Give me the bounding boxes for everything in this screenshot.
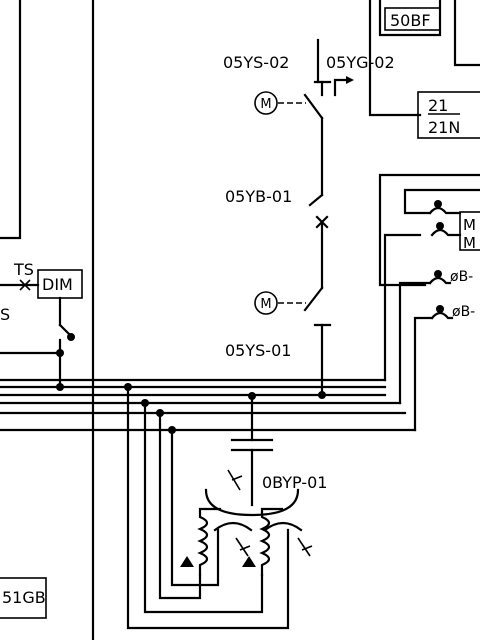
label-05yg-02: 05YG-02 [326, 53, 395, 72]
phase-b-label-2: øB- [452, 304, 475, 320]
relay-51gb: 51GB [0, 577, 47, 619]
motor-label-top: M [260, 97, 271, 112]
cut-label-s: S [0, 305, 10, 324]
motor-box-2-label: M [463, 234, 476, 252]
label-21n: 21N [428, 118, 460, 137]
bus-lines [0, 233, 434, 432]
bus-junction-dot [318, 391, 326, 399]
ground-switch-05yg-02: 05YG-02 [316, 38, 395, 97]
label-05yb-01: 05YB-01 [225, 187, 292, 206]
left-panel-lines [0, 0, 95, 640]
polarity-mark [242, 556, 256, 567]
right-cabinet: M M øB- øB- [378, 173, 480, 320]
switch-05ys-01: M 05YS-01 [225, 286, 332, 360]
relay-50bf: 50BF [378, 0, 480, 67]
label-05ys-01: 05YS-01 [225, 341, 291, 360]
ts-label: TS [13, 260, 34, 279]
relay-21: 21 21N [368, 0, 480, 139]
label-05ys-02: 05YS-02 [223, 53, 289, 72]
motor-icon [254, 291, 278, 315]
secondary-wiring [124, 383, 290, 630]
label-21: 21 [428, 96, 448, 115]
breaker-05yb-01: 05YB-01 [225, 187, 329, 290]
motor-box-1-label: M [463, 216, 476, 234]
motor-icon [254, 91, 278, 115]
voltage-transformer-0byp-01: 0BYP-01 [204, 392, 327, 517]
label-50bf: 50BF [390, 11, 431, 30]
label-0byp-01: 0BYP-01 [262, 473, 327, 492]
transformer-windings [180, 507, 313, 577]
dim-label: DIM [42, 275, 73, 294]
label-51gb: 51GB [2, 588, 46, 607]
phase-b-label-1: øB- [450, 269, 473, 285]
polarity-mark [180, 556, 194, 567]
switch-05ys-02: M 05YS-02 [223, 53, 332, 197]
dim-section: DIM TS S [0, 260, 83, 391]
motor-label-bottom: M [260, 297, 271, 312]
